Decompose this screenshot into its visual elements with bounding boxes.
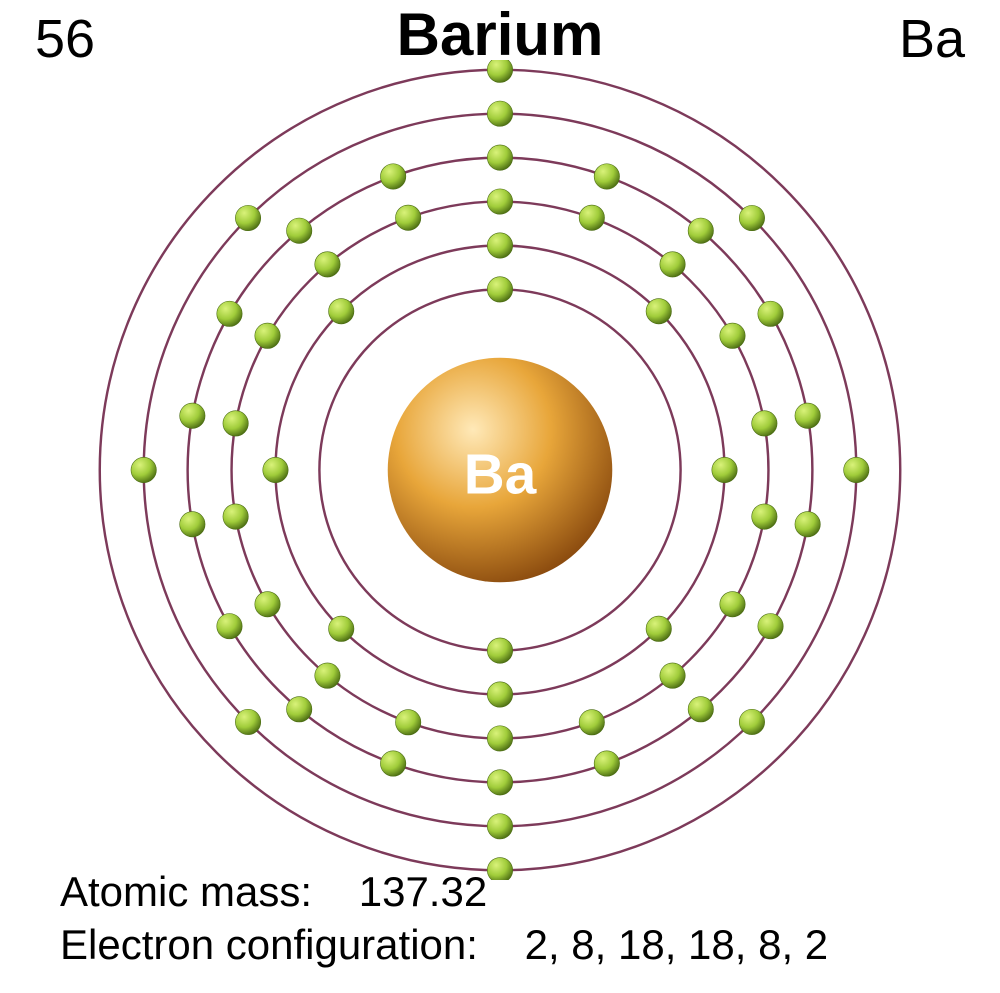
electron xyxy=(758,301,783,326)
electron xyxy=(223,504,248,529)
electron-config-label: Electron configuration: xyxy=(60,921,478,968)
atomic-mass-value: 137.32 xyxy=(359,868,487,915)
electron xyxy=(287,218,312,243)
electron-config-value: 2, 8, 18, 18, 8, 2 xyxy=(525,921,829,968)
atom-diagram: Ba xyxy=(0,60,1000,880)
electron xyxy=(180,512,205,537)
electron xyxy=(235,205,260,230)
electron xyxy=(180,403,205,428)
electron xyxy=(131,457,156,482)
nucleus-symbol: Ba xyxy=(464,442,537,505)
electron xyxy=(487,233,512,258)
electron xyxy=(487,638,512,663)
electron xyxy=(712,457,737,482)
footer-info: Atomic mass: 137.32 Electron configurati… xyxy=(60,866,828,971)
atom-svg: Ba xyxy=(80,60,920,880)
electron xyxy=(594,164,619,189)
electron xyxy=(487,60,512,82)
electron xyxy=(395,710,420,735)
electron xyxy=(646,299,671,324)
electron xyxy=(315,663,340,688)
electron xyxy=(235,709,260,734)
electron xyxy=(579,710,604,735)
electron xyxy=(255,323,280,348)
electron xyxy=(739,709,764,734)
electron xyxy=(395,205,420,230)
electron xyxy=(287,697,312,722)
electron xyxy=(720,592,745,617)
electron xyxy=(758,614,783,639)
electron xyxy=(688,697,713,722)
electron xyxy=(487,726,512,751)
electron xyxy=(315,252,340,277)
atomic-mass-row: Atomic mass: 137.32 xyxy=(60,866,828,919)
electron xyxy=(217,614,242,639)
electron xyxy=(487,770,512,795)
electron xyxy=(752,504,777,529)
electron xyxy=(660,663,685,688)
electron xyxy=(487,277,512,302)
electron xyxy=(255,592,280,617)
electron xyxy=(660,252,685,277)
electron xyxy=(720,323,745,348)
electron xyxy=(579,205,604,230)
electron xyxy=(487,145,512,170)
electron xyxy=(646,616,671,641)
electron-config-row: Electron configuration: 2, 8, 18, 18, 8,… xyxy=(60,919,828,972)
electron xyxy=(217,301,242,326)
electron xyxy=(223,411,248,436)
electron xyxy=(329,299,354,324)
electron xyxy=(739,205,764,230)
electron xyxy=(380,751,405,776)
electron xyxy=(380,164,405,189)
electron xyxy=(795,512,820,537)
electron xyxy=(688,218,713,243)
atomic-mass-label: Atomic mass: xyxy=(60,868,312,915)
electron xyxy=(329,616,354,641)
electron xyxy=(487,101,512,126)
electron xyxy=(594,751,619,776)
element-name: Barium xyxy=(0,0,1000,69)
electron xyxy=(487,682,512,707)
electron xyxy=(752,411,777,436)
electron xyxy=(263,457,288,482)
electron xyxy=(844,457,869,482)
electron xyxy=(795,403,820,428)
electron xyxy=(487,189,512,214)
electron xyxy=(487,814,512,839)
